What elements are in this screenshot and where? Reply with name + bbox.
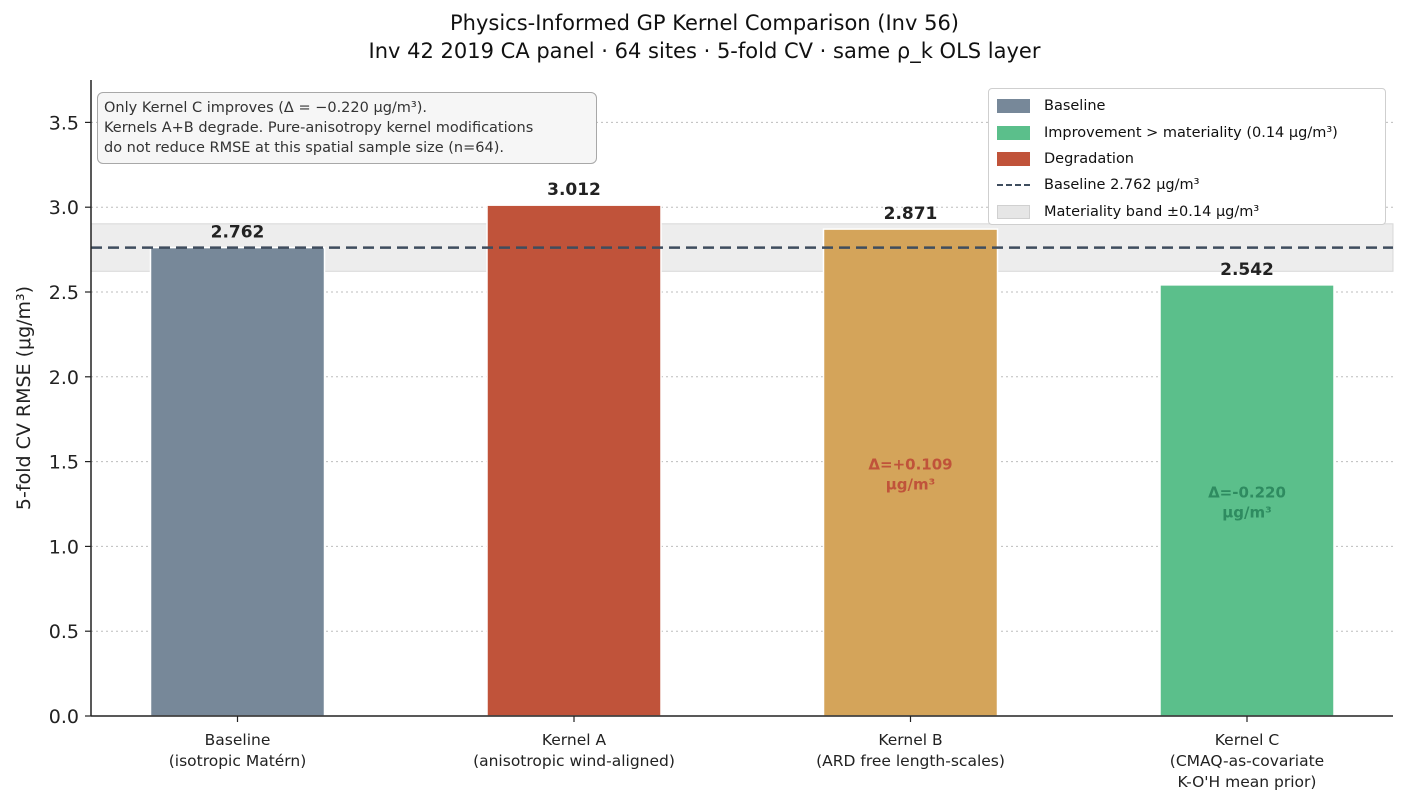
chart-subtitle: Inv 42 2019 CA panel · 64 sites · 5-fold… [368,39,1041,63]
delta-label: Δ=+0.109 [868,456,952,474]
legend-label: Improvement > materiality (0.14 μg/m³) [1044,124,1338,141]
y-tick-label: 2.0 [49,367,79,389]
y-axis-label: 5-fold CV RMSE (μg/m³) [13,286,35,510]
legend-swatch [997,151,1030,166]
annotation-box: Only Kernel C improves (Δ = −0.220 μg/m³… [97,92,597,164]
x-tick-label: Kernel A [542,731,607,749]
y-tick-label: 3.0 [49,197,79,219]
legend: Baseline Improvement > materiality (0.14 … [988,88,1386,225]
x-tick-label: (CMAQ-as-covariate [1170,752,1324,770]
bar-value-label: 2.871 [884,204,938,224]
y-tick-label: 1.5 [49,452,79,474]
y-tick-label: 0.0 [49,706,79,728]
x-tick-label: Baseline [205,731,271,749]
annotation-line: Kernels A+B degrade. Pure-anisotropy ker… [104,120,534,136]
bar [149,246,326,717]
x-tick-label: Kernel B [878,731,942,749]
legend-label: Baseline [1044,98,1106,115]
y-tick-label: 2.5 [49,282,79,304]
x-tick-label: (isotropic Matérn) [169,752,307,770]
legend-item: Baseline [997,93,1385,119]
x-tick-label: (anisotropic wind-aligned) [473,752,675,770]
delta-label: μg/m³ [886,476,935,494]
legend-label: Materiality band ±0.14 μg/m³ [1044,203,1260,220]
bar [486,204,662,717]
bar-value-label: 2.542 [1220,260,1274,280]
legend-item: Materiality band ±0.14 μg/m³ [997,199,1385,225]
annotation-line: do not reduce RMSE at this spatial sampl… [104,140,504,156]
delta-label: Δ=-0.220 [1208,483,1286,501]
legend-swatch [997,99,1030,114]
bar-value-label: 2.762 [211,223,265,243]
legend-item: Baseline 2.762 μg/m³ [997,172,1385,198]
y-tick-label: 3.5 [49,112,79,134]
legend-item: Improvement > materiality (0.14 μg/m³) [997,119,1385,145]
bar [822,228,999,717]
y-tick-label: 1.0 [49,536,79,558]
bar-value-label: 3.012 [547,180,601,200]
x-tick-label: K-O'H mean prior) [1178,773,1317,791]
chart-title: Physics-Informed GP Kernel Comparison (I… [449,11,959,35]
legend-swatch [997,204,1030,219]
legend-swatch [997,125,1030,140]
legend-item: Degradation [997,146,1385,172]
x-tick-label: Kernel C [1215,731,1279,749]
delta-label: μg/m³ [1222,503,1271,521]
x-tick-label: (ARD free length-scales) [816,752,1005,770]
legend-dash-swatch [997,184,1030,187]
legend-label: Degradation [1044,150,1135,167]
y-tick-label: 0.5 [49,621,79,643]
bar [1159,284,1335,717]
legend-label: Baseline 2.762 μg/m³ [1044,177,1200,194]
annotation-line: Only Kernel C improves (Δ = −0.220 μg/m³… [104,100,427,116]
